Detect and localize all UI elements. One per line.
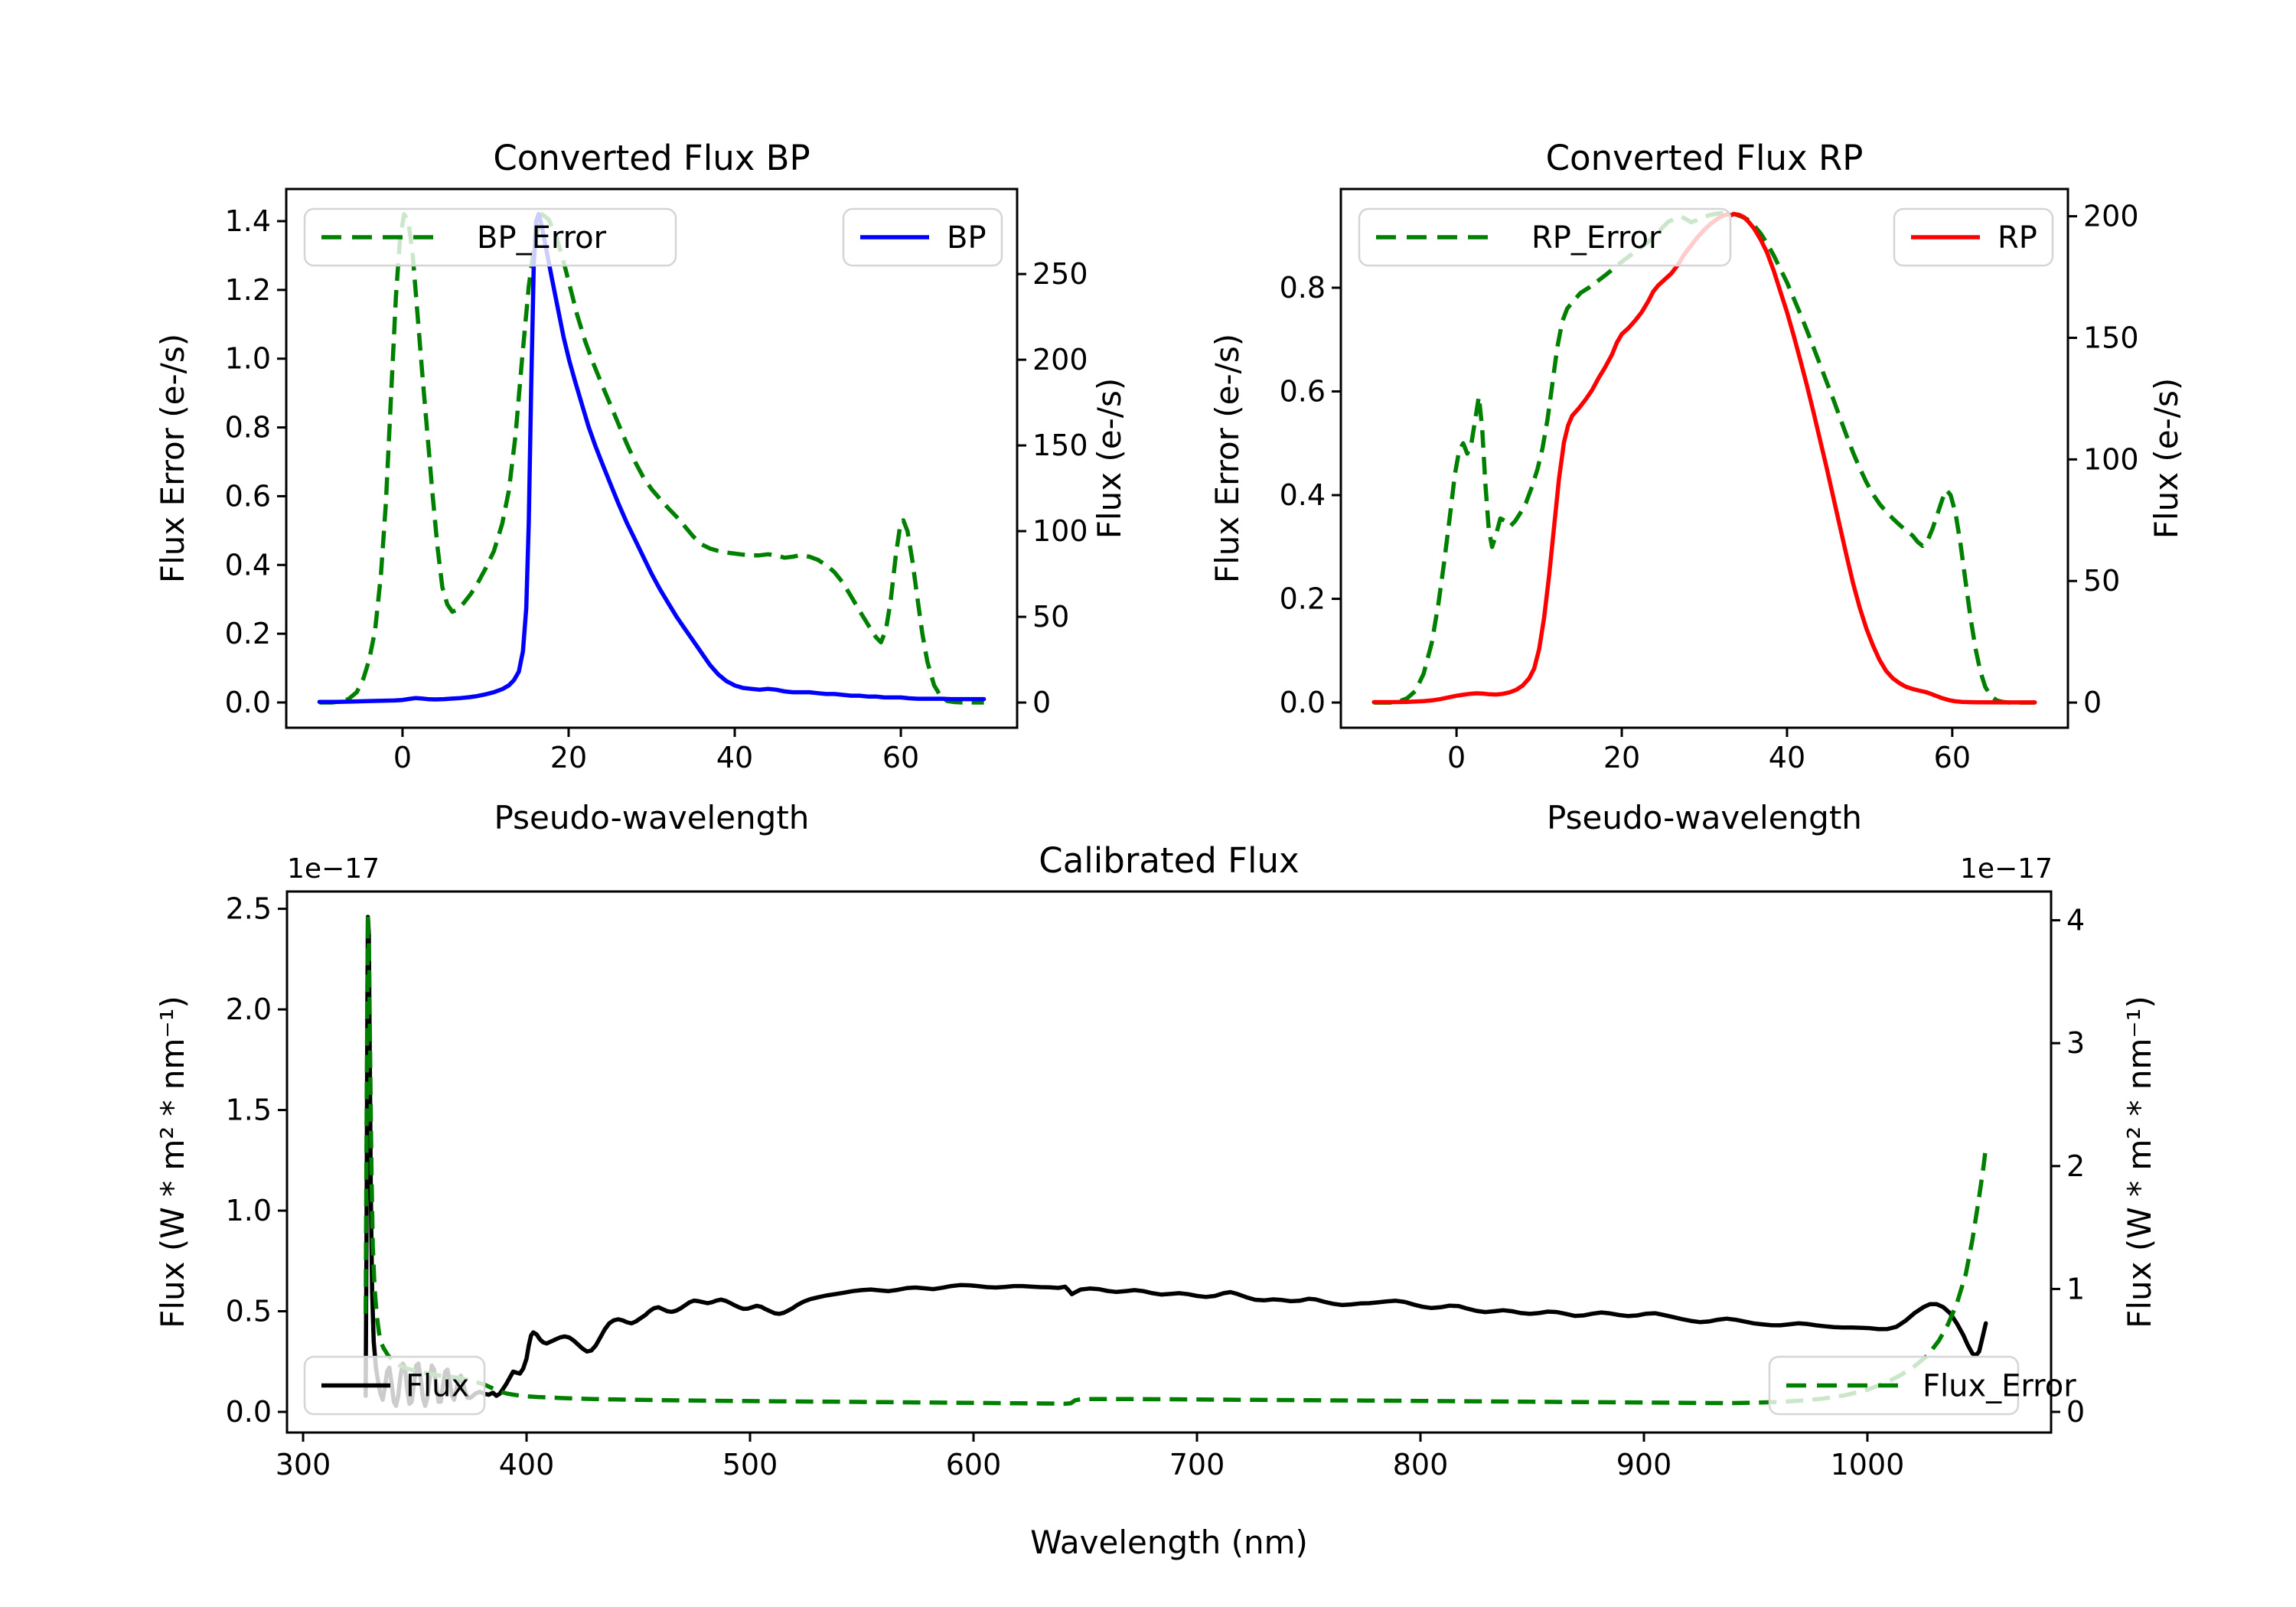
- bp-ytick-right-label: 150: [1032, 429, 1088, 462]
- calibrated-ylabel-right: Flux (W * m² * nm⁻¹): [2121, 996, 2158, 1328]
- calibrated-ytick-left-label: 0.0: [226, 1395, 272, 1429]
- calibrated-flux_error-line: [364, 911, 1988, 1407]
- rp-ytick-right-label: 0: [2083, 686, 2102, 719]
- bp-subplot: BP_Error BP 0 20 40 60 0.0 0.2 0.4 0.6 0.8 1.0 1.2 1.…: [154, 138, 1128, 836]
- bp-xtick-label: 0: [393, 741, 412, 774]
- bp-curves: [317, 211, 987, 705]
- rp-ytick-left-label: 0.8: [1280, 271, 1326, 305]
- rp-ytick-left-label: 0.4: [1280, 478, 1326, 512]
- calibrated-xtick-label: 700: [1169, 1448, 1225, 1482]
- rp-title: Converted Flux RP: [1546, 138, 1864, 178]
- calibrated-ytick-left-label: 0.5: [226, 1295, 272, 1328]
- bp-ytick-left-label: 0.0: [225, 686, 271, 719]
- rp-ytick-right-label: 100: [2083, 442, 2139, 476]
- bp-ytick-right-label: 0: [1032, 686, 1051, 719]
- bp_error-legend-box: [303, 207, 677, 267]
- bp-bp_error-line: [319, 212, 984, 705]
- rp-ylabel-right: Flux (e-/s): [2148, 378, 2185, 539]
- bp-ylabel-right: Flux (e-/s): [1091, 378, 1128, 539]
- rp-xlabel: Pseudo-wavelength: [1547, 799, 1862, 836]
- flux-legend: Flux: [303, 1355, 486, 1416]
- calibrated-xtick-label: 1000: [1831, 1448, 1905, 1482]
- calibrated-ytick-right-label: 4: [2066, 904, 2085, 937]
- rp-xtick-label: 0: [1447, 741, 1466, 774]
- calibrated-xtick-label: 500: [722, 1448, 778, 1482]
- rp_error-legend-label: RP_Error: [1531, 220, 1662, 256]
- bp-xtick-label: 20: [550, 741, 587, 774]
- calibrated-ylabel-left: Flux (W * m² * nm⁻¹): [154, 996, 191, 1328]
- bp-axes-box: [285, 187, 1019, 729]
- rp-subplot: RP_Error RP 0 20 40 60 0.0 0.2 0.4 0.6 0.8 0 50 100 15…: [1208, 138, 2185, 836]
- rp-legend: RP: [1893, 207, 2054, 267]
- rp-xtick-label: 40: [1769, 741, 1805, 774]
- calibrated-offset-left: 1e−17: [287, 853, 380, 885]
- bp_error-legend-label: BP_Error: [477, 220, 607, 256]
- bp-title: Converted Flux BP: [493, 138, 810, 178]
- calibrated-ytick-right-label: 2: [2066, 1149, 2085, 1183]
- rp-ytick-left-label: 0.6: [1280, 375, 1326, 409]
- bp-ytick-left-label: 0.4: [225, 548, 271, 582]
- rp-ytick-right-label: 150: [2083, 321, 2139, 354]
- bp-ytick-left-label: 0.2: [225, 617, 271, 650]
- rp-ytick-right-label: 50: [2083, 564, 2120, 598]
- bp-legend-label: BP: [947, 220, 987, 256]
- rp-ytick-left-label: 0.2: [1280, 582, 1326, 616]
- rp-ytick-left-label: 0.0: [1280, 686, 1326, 719]
- flux_error-legend-label: Flux_Error: [1923, 1369, 2076, 1404]
- rp-curves: [1371, 210, 2037, 705]
- rp-ytick-right-label: 200: [2083, 200, 2139, 233]
- calibrated-offset-right: 1e−17: [1960, 853, 2053, 885]
- calibrated-ytick-left-label: 2.5: [226, 892, 272, 926]
- calibrated-xtick-label: 800: [1393, 1448, 1449, 1482]
- calibrated-axes-box: [285, 890, 2053, 1434]
- bp-ytick-right-label: 200: [1032, 343, 1088, 376]
- bp-ytick-right-label: 100: [1032, 514, 1088, 548]
- bp-ytick-right-label: 50: [1032, 600, 1069, 634]
- calibrated-xlabel: Wavelength (nm): [1030, 1524, 1308, 1561]
- rp-xtick-label: 60: [1934, 741, 1971, 774]
- bp-legend: BP: [842, 207, 1003, 267]
- flux-legend-box: [303, 1355, 486, 1416]
- rp-rp_error-line: [1374, 210, 2035, 705]
- calibrated-flux-line: [364, 914, 1988, 1408]
- rp-ylabel-left: Flux Error (e-/s): [1208, 334, 1246, 583]
- calibrated-ytick-left-label: 1.5: [226, 1094, 272, 1127]
- calibrated-xtick-label: 600: [946, 1448, 1002, 1482]
- calibrated-xtick-label: 400: [499, 1448, 555, 1482]
- bp_error-legend: BP_Error: [303, 207, 677, 267]
- bp-xtick-label: 60: [882, 741, 919, 774]
- rp-axes-box: [1339, 187, 2069, 729]
- calibrated-ytick-right-label: 1: [2066, 1272, 2085, 1305]
- calibrated-xtick-label: 300: [276, 1448, 331, 1482]
- bp-ytick-left-label: 1.2: [225, 273, 271, 307]
- bp-ytick-left-label: 1.0: [225, 342, 271, 376]
- bp-ytick-left-label: 0.6: [225, 479, 271, 513]
- bp-xlabel: Pseudo-wavelength: [494, 799, 810, 836]
- calibrated-ytick-left-label: 1.0: [226, 1194, 272, 1227]
- flux-legend-label: Flux: [406, 1369, 469, 1404]
- bp-ylabel-left: Flux Error (e-/s): [154, 334, 191, 583]
- calibrated-curves: [364, 911, 1988, 1408]
- calibrated-subplot: Flux Flux_Error 300 400 500 600 700 800 900 1000 0…: [154, 840, 2158, 1561]
- bp-ytick-right-label: 250: [1032, 257, 1088, 291]
- rp_error-legend: RP_Error: [1358, 207, 1732, 267]
- bp-bp-line: [317, 211, 987, 704]
- bp-ytick-left-label: 1.4: [225, 204, 271, 238]
- bp-xtick-label: 40: [716, 741, 753, 774]
- rp-xtick-label: 20: [1603, 741, 1640, 774]
- flux_error-legend: Flux_Error: [1768, 1355, 2076, 1416]
- calibrated-title: Calibrated Flux: [1039, 840, 1299, 881]
- calibrated-xtick-label: 900: [1616, 1448, 1672, 1482]
- calibrated-ytick-right-label: 0: [2066, 1395, 2085, 1429]
- calibrated-ytick-left-label: 2.0: [226, 993, 272, 1026]
- bp-ytick-left-label: 0.8: [225, 411, 271, 445]
- calibrated-ytick-right-label: 3: [2066, 1026, 2085, 1060]
- rp_error-legend-box: [1358, 207, 1732, 267]
- rp-legend-label: RP: [1998, 220, 2037, 256]
- rp-rp-line: [1371, 211, 2037, 705]
